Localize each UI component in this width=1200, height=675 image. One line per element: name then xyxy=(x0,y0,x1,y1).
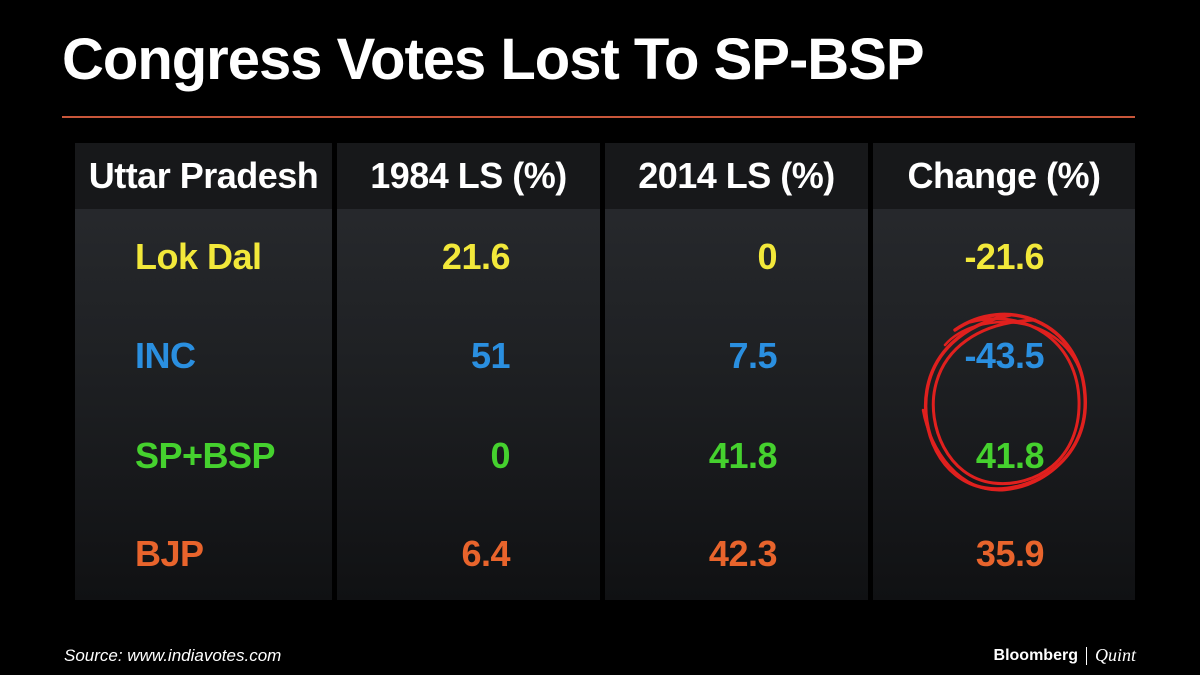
row-bjp-2014: 42.3 xyxy=(708,533,778,574)
column-1984: 1984 LS (%) xyxy=(337,143,600,600)
brand-separator xyxy=(1085,646,1087,665)
brand-quint: Quint xyxy=(1094,645,1136,665)
row-inc-2014: 7.5 xyxy=(728,335,777,376)
row-bjp-change: 35.9 xyxy=(975,533,1045,574)
highlight-circle-stroke-2 xyxy=(931,317,1081,486)
row-lokdal-party: Lok Dal xyxy=(135,236,262,277)
highlight-circle-annotation xyxy=(921,312,1087,492)
row-spbsp-party: SP+BSP xyxy=(135,435,276,476)
header-2014: 2014 LS (%) xyxy=(605,143,868,209)
highlight-circle-stroke-3 xyxy=(921,320,1087,492)
column-change: Change (%) xyxy=(873,143,1135,600)
row-bjp-1984: 6.4 xyxy=(461,533,510,574)
column-2014: 2014 LS (%) xyxy=(605,143,868,600)
row-lokdal-change: -21.6 xyxy=(964,236,1044,277)
brand-logo: Bloomberg Quint xyxy=(994,645,1136,666)
votes-table: Uttar Pradesh 1984 LS (%) 2014 LS (%) Ch… xyxy=(75,143,1135,600)
row-inc-1984: 51 xyxy=(470,335,511,376)
row-spbsp-1984: 0 xyxy=(490,435,510,476)
title-divider xyxy=(62,116,1135,118)
row-spbsp-2014: 41.8 xyxy=(708,435,778,476)
header-1984: 1984 LS (%) xyxy=(337,143,600,209)
row-inc-party: INC xyxy=(135,335,196,376)
row-bjp-party: BJP xyxy=(135,533,204,574)
header-uttar-pradesh: Uttar Pradesh xyxy=(75,143,332,209)
page-title: Congress Votes Lost To SP-BSP xyxy=(62,27,925,92)
row-lokdal-2014: 0 xyxy=(757,236,777,277)
row-inc-change: -43.5 xyxy=(964,335,1044,376)
header-change: Change (%) xyxy=(873,143,1135,209)
highlight-circle-stroke-1 xyxy=(923,312,1087,491)
source-note: Source: www.indiavotes.com xyxy=(64,646,282,665)
row-lokdal-1984: 21.6 xyxy=(441,236,511,277)
brand-bloomberg: Bloomberg xyxy=(993,646,1078,664)
column-party: Uttar Pradesh xyxy=(75,143,332,600)
row-spbsp-change: 41.8 xyxy=(975,435,1045,476)
